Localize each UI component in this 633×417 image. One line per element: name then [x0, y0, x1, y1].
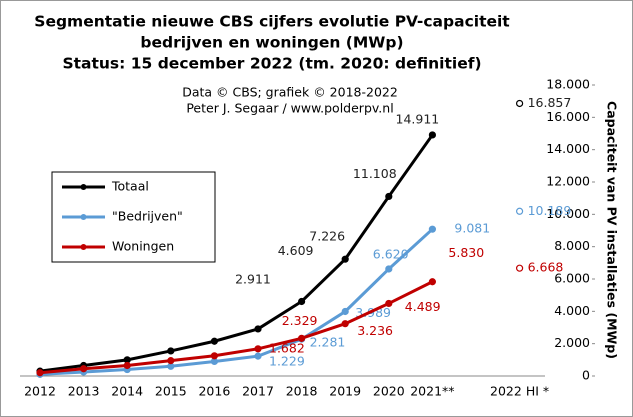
y-tick-label: 14.000 — [546, 141, 590, 156]
data-label: 3.989 — [355, 305, 391, 320]
chart-title: bedrijven en woningen (MWp) — [140, 34, 403, 52]
y-tick-label: 4.000 — [554, 303, 590, 318]
y-tick-label: 16.000 — [546, 109, 590, 124]
x-tick-label: 2016 — [198, 384, 230, 399]
data-point — [385, 299, 393, 308]
data-point — [167, 347, 175, 355]
data-label: 16.857 — [528, 95, 572, 110]
data-point — [428, 278, 436, 286]
data-label: 2.281 — [310, 335, 346, 350]
legend-label: Woningen — [112, 239, 174, 254]
data-point — [298, 334, 306, 342]
data-point — [254, 352, 262, 360]
x-tick-label: 2018 — [286, 384, 318, 399]
data-label: 6.668 — [528, 260, 564, 275]
data-point — [341, 307, 349, 316]
legend-label: "Bedrijven" — [112, 209, 183, 224]
y-axis-label: Capaciteit van PV installaties (MWp) — [605, 101, 620, 359]
data-point — [36, 369, 44, 377]
data-point — [298, 297, 306, 306]
data-point — [341, 255, 349, 263]
subtitle: Peter J. Segaar / www.polderpv.nl — [186, 101, 393, 116]
y-tick-label: 6.000 — [554, 271, 590, 286]
data-label: 4.609 — [278, 243, 314, 258]
legend-marker — [80, 184, 87, 190]
y-tick-label: 8.000 — [554, 238, 590, 253]
data-point — [341, 320, 349, 328]
x-tick-label: 2012 — [24, 384, 56, 399]
data-label: 10.189 — [528, 203, 572, 218]
legend-marker — [80, 214, 87, 220]
data-label: 5.830 — [448, 245, 484, 260]
y-tick-label: 2.000 — [554, 335, 590, 350]
y-tick-label: 0 — [582, 368, 590, 383]
x-tick-label: 2019 — [329, 384, 361, 399]
data-label: 2.911 — [235, 271, 271, 286]
data-label: 9.081 — [454, 221, 490, 236]
y-tick-label: 12.000 — [546, 174, 590, 189]
x-tick-label: 2021** — [410, 384, 454, 399]
x-tick-label: 2020 — [373, 384, 405, 399]
data-label: 2.329 — [282, 313, 318, 328]
legend-marker — [80, 244, 87, 250]
data-point — [385, 192, 393, 201]
x-tick-label: 2014 — [111, 384, 143, 399]
data-point — [79, 365, 88, 373]
y-tick-label: 10.000 — [546, 206, 590, 221]
x-tick-label: 2015 — [155, 384, 187, 399]
data-point — [210, 337, 218, 345]
data-point — [428, 131, 436, 139]
data-point — [428, 225, 436, 233]
data-point — [123, 361, 131, 370]
data-point — [210, 352, 218, 360]
x-tick-label: 2013 — [68, 384, 100, 399]
data-point — [167, 357, 175, 365]
data-point — [254, 325, 262, 333]
legend-label: Totaal — [111, 179, 149, 194]
data-point — [515, 264, 524, 272]
data-point — [254, 345, 262, 353]
data-label: 14.911 — [396, 111, 440, 126]
data-point — [385, 265, 393, 273]
data-label: 1.229 — [269, 354, 305, 369]
data-label: 11.108 — [353, 166, 397, 181]
data-label: 4.489 — [405, 299, 441, 314]
data-label: 7.226 — [309, 229, 345, 244]
data-label: 3.236 — [357, 323, 393, 338]
data-label: 6.620 — [373, 246, 409, 261]
x-tick-label: 2017 — [242, 384, 274, 399]
data-point — [515, 99, 524, 108]
data-point — [515, 207, 524, 215]
subtitle: Data © CBS; grafiek © 2018-2022 — [182, 85, 398, 100]
y-tick-label: 18.000 — [546, 77, 590, 92]
chart-title: Status: 15 december 2022 (tm. 2020: defi… — [62, 55, 481, 73]
chart-title: Segmentatie nieuwe CBS cijfers evolutie … — [34, 13, 510, 31]
data-label: 1.682 — [269, 340, 305, 355]
x-tick-label: 2022 HI * — [490, 384, 549, 399]
